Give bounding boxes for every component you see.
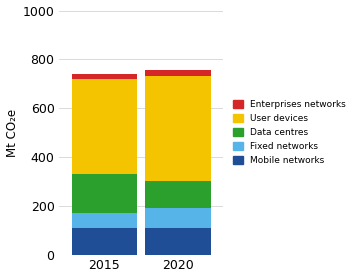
- Y-axis label: Mt CO₂e: Mt CO₂e: [6, 108, 19, 157]
- Bar: [145, 70, 211, 76]
- Bar: [145, 228, 211, 255]
- Bar: [145, 208, 211, 228]
- Bar: [72, 174, 137, 213]
- Legend: Enterprises networks, User devices, Data centres, Fixed networks, Mobile network: Enterprises networks, User devices, Data…: [231, 97, 348, 168]
- Bar: [72, 74, 137, 79]
- Bar: [145, 76, 211, 181]
- Bar: [72, 228, 137, 255]
- Bar: [72, 79, 137, 174]
- Bar: [72, 213, 137, 228]
- Bar: [145, 181, 211, 208]
